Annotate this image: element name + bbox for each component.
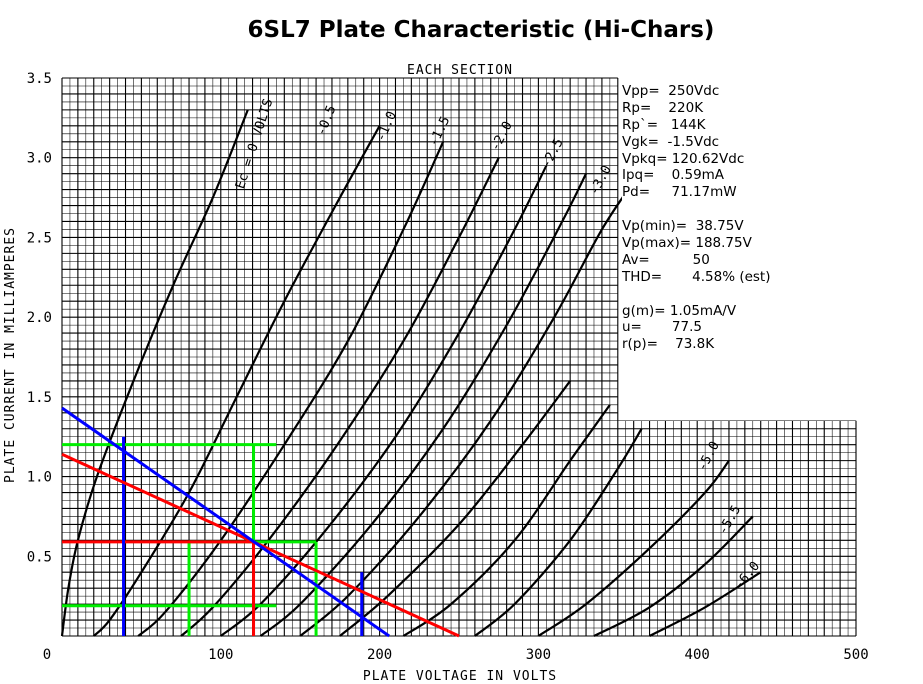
y-tick-label: 3.5 bbox=[27, 71, 52, 87]
overlay-group bbox=[61, 406, 460, 638]
y-tick-label: 1.5 bbox=[27, 390, 52, 406]
y-tick-label: 1.0 bbox=[27, 470, 52, 486]
grid-curve-3 bbox=[180, 157, 500, 637]
curve-label: -1.0 bbox=[374, 109, 400, 144]
note-line: r(p)= 73.8K bbox=[622, 336, 715, 353]
curve-label: -6.0 bbox=[732, 559, 764, 593]
grid-curve-12 bbox=[649, 571, 762, 637]
note-line: THD= 4.58% (est) bbox=[622, 268, 771, 285]
x-tick-label: 500 bbox=[843, 647, 868, 663]
grid-curve-4 bbox=[220, 165, 548, 637]
note-line: Vp(max)= 188.75V bbox=[622, 235, 752, 252]
y-tick-label: 2.0 bbox=[27, 310, 52, 326]
note-line: Vpkq= 120.62Vdc bbox=[622, 150, 745, 167]
note-line: Rp= 220K bbox=[622, 99, 704, 116]
note-line: Vp(min)= 38.75V bbox=[622, 218, 744, 235]
curve-label: -3.0 bbox=[587, 163, 615, 198]
x-axis-label: PLATE VOLTAGE IN VOLTS bbox=[363, 669, 557, 684]
y-axis-label: PLATE CURRENT IN MILLIAMPERES bbox=[3, 227, 18, 483]
x-tick-label: 200 bbox=[367, 647, 392, 663]
y-tick-label: 2.5 bbox=[27, 230, 52, 246]
note-gap bbox=[622, 201, 912, 218]
x-tick-label: 300 bbox=[526, 647, 551, 663]
grid-curve-2 bbox=[137, 141, 445, 637]
grid-curve-7 bbox=[339, 380, 572, 637]
note-line: Rp`= 144K bbox=[622, 116, 706, 133]
chart-title: 6SL7 Plate Characteristic (Hi-Chars) bbox=[248, 17, 715, 43]
tick-group: 0 100 200 300 400 500 0.5 1.0 1.5 2.0 2.5 3.0 3.5 bbox=[27, 71, 869, 663]
chart-subtitle: EACH SECTION bbox=[407, 63, 513, 78]
grid-curve-8 bbox=[402, 404, 611, 637]
note-line: Ipq= 0.59mA bbox=[622, 167, 725, 184]
note-line: u= 77.5 bbox=[622, 319, 702, 336]
curve-label: -2.0 bbox=[488, 119, 516, 154]
note-line: Av= 50 bbox=[622, 251, 710, 268]
curve-label: -0.5 bbox=[314, 103, 340, 138]
note-line: Vgk= -1.5Vdc bbox=[622, 133, 720, 150]
grid-curve-5 bbox=[259, 173, 588, 637]
load-line-1 bbox=[61, 406, 390, 638]
grid-curve-0 bbox=[60, 109, 249, 637]
note-line: g(m)= 1.05mA/V bbox=[622, 302, 737, 319]
curve-label: -1.5 bbox=[426, 114, 453, 149]
x-tick-label: 0 bbox=[43, 647, 51, 663]
x-tick-label: 100 bbox=[208, 647, 233, 663]
note-line: Pd= 71.17mW bbox=[622, 184, 737, 201]
y-tick-label: 3.0 bbox=[27, 151, 52, 167]
note-line: Vpp= 250Vdc bbox=[622, 83, 720, 99]
curve-label: Ec = 0 VOLTS bbox=[233, 97, 276, 191]
grid-curve-10 bbox=[537, 459, 730, 637]
grid-curve-9 bbox=[474, 428, 643, 637]
operating-point-notes: Vpp= 250Vdc Rp= 220K Rp`= 144K Vgk= -1.5Vdc… bbox=[622, 83, 912, 354]
note-gap bbox=[622, 286, 912, 303]
grid-curve-11 bbox=[593, 515, 754, 637]
x-tick-label: 400 bbox=[685, 647, 710, 663]
grid-curve-6 bbox=[299, 181, 635, 637]
y-tick-label: 0.5 bbox=[27, 549, 52, 565]
